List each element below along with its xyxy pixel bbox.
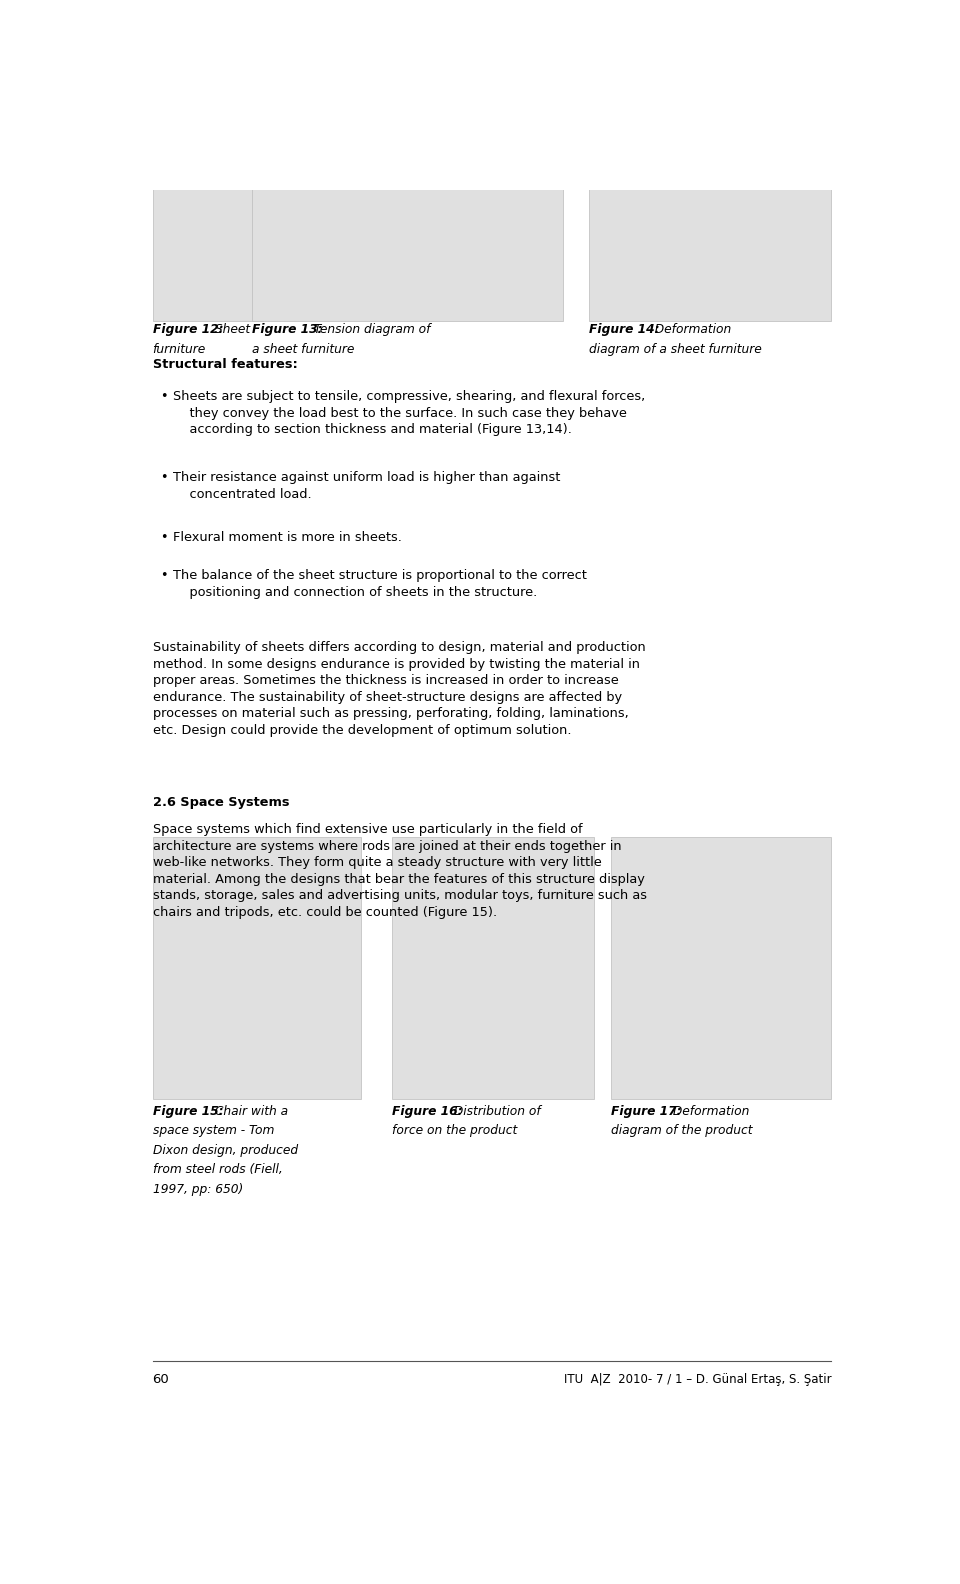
- Text: •: •: [160, 470, 167, 485]
- FancyBboxPatch shape: [153, 188, 263, 320]
- Text: Deformation: Deformation: [647, 323, 731, 336]
- Text: a sheet furniture: a sheet furniture: [252, 342, 355, 355]
- FancyBboxPatch shape: [153, 836, 361, 1099]
- Text: 60: 60: [153, 1373, 169, 1386]
- Text: from steel rods (Fiell,: from steel rods (Fiell,: [153, 1163, 282, 1177]
- Text: space system - Tom: space system - Tom: [153, 1125, 274, 1137]
- Text: 1997, pp: 650): 1997, pp: 650): [153, 1183, 243, 1196]
- Text: Flexural moment is more in sheets.: Flexural moment is more in sheets.: [174, 531, 402, 543]
- FancyBboxPatch shape: [611, 836, 831, 1099]
- FancyBboxPatch shape: [252, 188, 564, 320]
- Text: Tension diagram of: Tension diagram of: [310, 323, 431, 336]
- Text: Figure 17:: Figure 17:: [611, 1106, 682, 1118]
- Text: force on the product: force on the product: [392, 1125, 516, 1137]
- FancyBboxPatch shape: [588, 188, 831, 320]
- Text: Chair with a: Chair with a: [210, 1106, 288, 1118]
- Text: Figure 13:: Figure 13:: [252, 323, 323, 336]
- Text: Figure 12:: Figure 12:: [153, 323, 223, 336]
- Text: Sheet: Sheet: [210, 323, 250, 336]
- FancyBboxPatch shape: [392, 836, 594, 1099]
- Text: Structural features:: Structural features:: [153, 358, 298, 371]
- Text: diagram of the product: diagram of the product: [611, 1125, 753, 1137]
- Text: •: •: [160, 569, 167, 583]
- Text: Sustainability of sheets differs according to design, material and production
me: Sustainability of sheets differs accordi…: [153, 642, 645, 737]
- Text: The balance of the sheet structure is proportional to the correct
    positionin: The balance of the sheet structure is pr…: [174, 569, 588, 599]
- Text: Their resistance against uniform load is higher than against
    concentrated lo: Their resistance against uniform load is…: [174, 470, 561, 501]
- Text: •: •: [160, 390, 167, 402]
- Text: diagram of a sheet furniture: diagram of a sheet furniture: [588, 342, 761, 355]
- Text: Sheets are subject to tensile, compressive, shearing, and flexural forces,
    t: Sheets are subject to tensile, compressi…: [174, 390, 646, 436]
- Text: Figure 14:: Figure 14:: [588, 323, 660, 336]
- Text: •: •: [160, 531, 167, 543]
- Text: Distribution of: Distribution of: [449, 1106, 540, 1118]
- Text: Space systems which find extensive use particularly in the field of
architecture: Space systems which find extensive use p…: [153, 824, 646, 919]
- Text: Figure 16:: Figure 16:: [392, 1106, 462, 1118]
- Text: 2.6 Space Systems: 2.6 Space Systems: [153, 797, 289, 809]
- Text: Dixon design, produced: Dixon design, produced: [153, 1144, 298, 1156]
- Text: Figure 15:: Figure 15:: [153, 1106, 223, 1118]
- Text: furniture: furniture: [153, 342, 205, 355]
- Text: Deformation: Deformation: [669, 1106, 750, 1118]
- Text: ITU  A|Z  2010- 7 / 1 – D. Günal Ertaş, S. Şatir: ITU A|Z 2010- 7 / 1 – D. Günal Ertaş, S.…: [564, 1373, 831, 1386]
